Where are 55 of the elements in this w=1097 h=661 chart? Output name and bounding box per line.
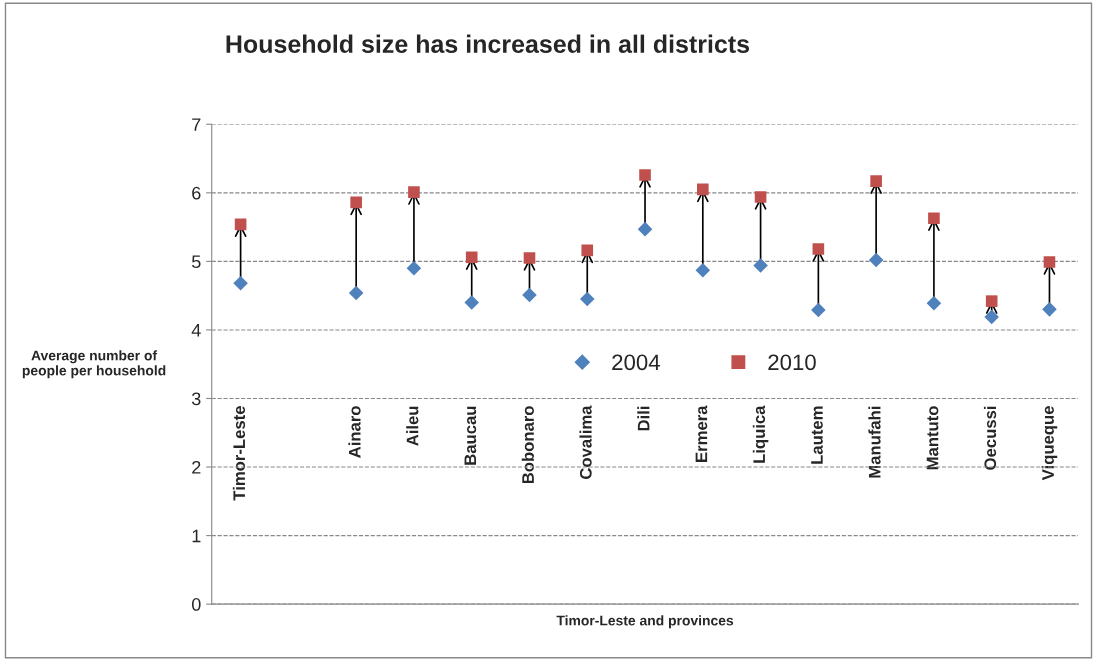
point [579, 291, 595, 307]
y-tick-label: 2 [192, 460, 201, 474]
point [234, 218, 247, 231]
x-tick-label: Mantuto [926, 406, 939, 470]
x-tick-label: Bobonaro [521, 406, 534, 484]
x-tick-label: Manufahi [868, 406, 881, 478]
point [811, 302, 826, 318]
point [233, 276, 248, 291]
point [408, 186, 420, 198]
legend-label: 2010 [768, 354, 816, 371]
point [926, 295, 942, 311]
chart-title: Household size has increased in all districts [226, 34, 750, 53]
point [870, 175, 882, 187]
x-tick-label: Ainaro [348, 406, 361, 458]
x-tick-label: Dili [637, 406, 650, 431]
y-tick-label: 4 [191, 324, 201, 337]
point [1043, 256, 1056, 268]
x-tick-label: Baucau [464, 406, 477, 465]
point [350, 196, 362, 209]
point [928, 212, 940, 224]
point [695, 263, 711, 278]
x-tick-label: Viqueque [1041, 406, 1058, 481]
y-axis-title: Average number of people per household [22, 350, 166, 379]
y-tick-label: 7 [192, 118, 201, 131]
point [868, 252, 884, 268]
point [985, 295, 998, 307]
y-tick-label: 1 [192, 529, 201, 543]
x-tick-label: Ermera [695, 405, 708, 462]
point [581, 244, 594, 257]
point [523, 252, 536, 264]
point [754, 191, 767, 203]
point [1042, 302, 1057, 317]
point [465, 251, 478, 264]
x-tick-label: Aileu [406, 406, 419, 446]
x-tick-label: Timor-Leste [232, 406, 246, 501]
point [697, 183, 709, 196]
x-tick-label: Covalima [579, 405, 592, 479]
point [753, 258, 768, 273]
y-tick-label: 5 [191, 255, 201, 269]
x-axis-title: Timor-Leste and provinces [556, 615, 734, 629]
x-tick-label: Lautem [811, 406, 823, 464]
point [464, 295, 479, 310]
y-tick-label: 0 [191, 598, 201, 611]
point [406, 260, 422, 276]
y-tick-label: 3 [191, 392, 201, 406]
x-tick-label: Oecussi [983, 406, 997, 470]
y-tick-label: 6 [192, 186, 201, 200]
point [984, 309, 999, 325]
point [637, 221, 653, 237]
point [348, 285, 364, 301]
point [812, 243, 825, 255]
x-tick-label: Liquica [752, 405, 769, 463]
point [522, 287, 537, 303]
point [639, 169, 651, 181]
legend-label: 2004 [612, 354, 660, 371]
